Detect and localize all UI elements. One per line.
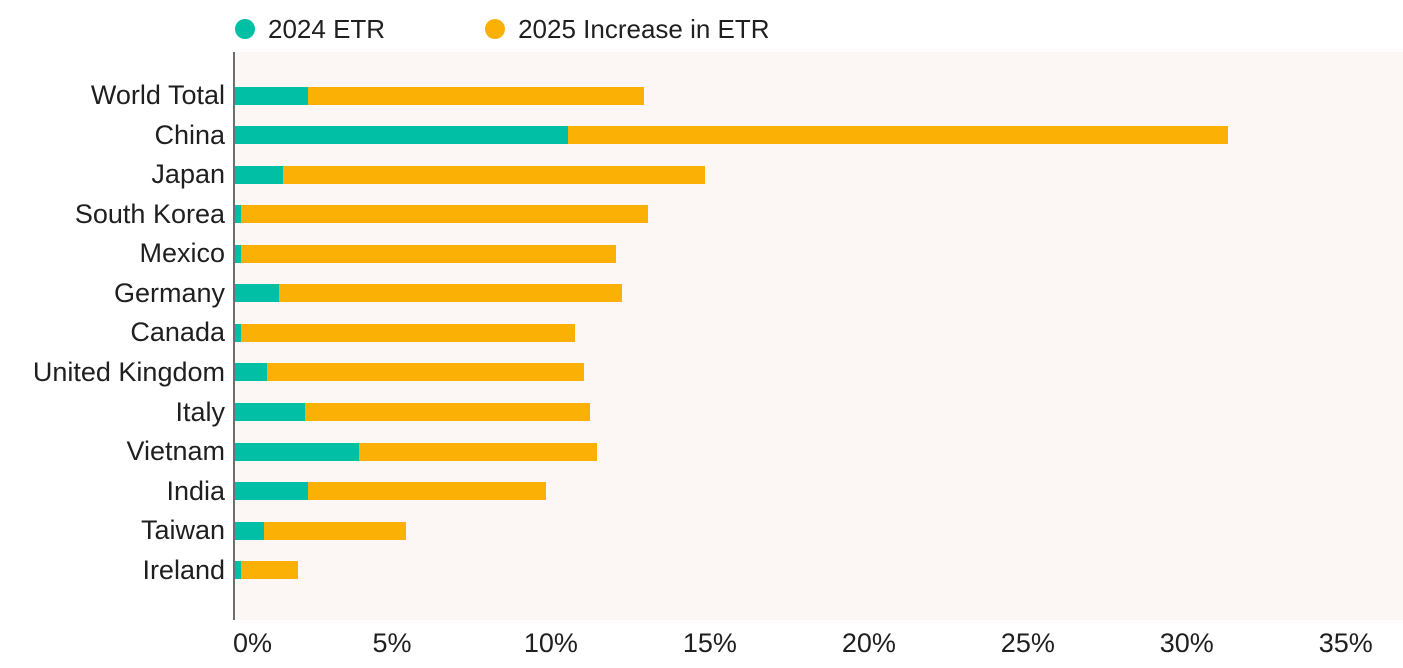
category-label-south-korea: South Korea — [74, 198, 225, 229]
bar-segment-2025-increase-in-etr-canada — [241, 323, 575, 342]
bar-row-germany — [235, 274, 1403, 314]
stacked-bar-south-korea — [235, 205, 1403, 224]
bar-segment-2024-etr-taiwan — [235, 521, 264, 540]
category-label-italy: Italy — [175, 396, 225, 427]
bar-segment-2025-increase-in-etr-germany — [279, 284, 623, 303]
legend-label-2024-etr: 2024 ETR — [268, 13, 386, 44]
category-label-germany: Germany — [113, 277, 225, 308]
bar-segment-2024-etr-ireland — [235, 561, 242, 580]
legend-item-2025-increase: 2025 Increase in ETR — [485, 13, 770, 45]
category-label-ireland: Ireland — [142, 554, 225, 585]
bar-segment-2025-increase-in-etr-italy — [304, 403, 591, 422]
chart-legend: 2024 ETR 2025 Increase in ETR — [235, 12, 770, 46]
bar-segment-2024-etr-china — [235, 126, 569, 145]
bar-segment-2024-etr-south-korea — [235, 205, 242, 224]
x-tick-label-5: 5% — [372, 628, 412, 658]
x-tick-label-25: 25% — [1000, 628, 1055, 658]
bar-segment-2025-increase-in-etr-vietnam — [358, 442, 597, 461]
bar-segment-2025-increase-in-etr-ireland — [241, 561, 299, 580]
bar-row-italy — [235, 392, 1403, 432]
bar-segment-2024-etr-india — [235, 482, 308, 501]
bar-row-south-korea — [235, 195, 1403, 235]
x-tick-label-10: 10% — [523, 628, 578, 658]
stacked-bar-germany — [235, 284, 1403, 303]
bar-segment-2025-increase-in-etr-world-total — [308, 86, 645, 105]
x-tick-label-20: 20% — [841, 628, 896, 658]
bar-row-taiwan — [235, 511, 1403, 551]
bar-segment-2024-etr-germany — [235, 284, 280, 303]
bar-segment-2024-etr-japan — [235, 165, 283, 184]
category-label-world-total: World Total — [90, 80, 225, 111]
bar-row-mexico — [235, 234, 1403, 274]
x-tick-label-35: 35% — [1318, 628, 1373, 658]
bar-segment-2025-increase-in-etr-china — [568, 126, 1229, 145]
stacked-bar-mexico — [235, 244, 1403, 263]
stacked-bar-china — [235, 126, 1403, 145]
stacked-bar-world-total — [235, 86, 1403, 105]
x-tick-label-30: 30% — [1159, 628, 1214, 658]
bar-segment-2025-increase-in-etr-south-korea — [241, 205, 648, 224]
stacked-bar-vietnam — [235, 442, 1403, 461]
legend-label-2025-increase: 2025 Increase in ETR — [518, 13, 770, 44]
bar-row-united-kingdom — [235, 353, 1403, 393]
legend-item-2024-etr: 2024 ETR — [235, 14, 385, 45]
stacked-bar-ireland — [235, 561, 1403, 580]
bar-segment-2024-etr-mexico — [235, 244, 242, 263]
bar-segment-2024-etr-canada — [235, 323, 242, 342]
stacked-bar-taiwan — [235, 521, 1403, 540]
bar-segment-2025-increase-in-etr-taiwan — [263, 521, 407, 540]
bar-row-india — [235, 471, 1403, 511]
category-label-united-kingdom: United Kingdom — [32, 356, 225, 387]
category-label-vietnam: Vietnam — [126, 436, 225, 467]
bar-row-ireland — [235, 550, 1403, 590]
stacked-bar-canada — [235, 323, 1403, 342]
plot-area — [233, 52, 1403, 620]
bar-segment-2025-increase-in-etr-mexico — [241, 244, 616, 263]
bar-segment-2024-etr-world-total — [235, 86, 308, 105]
category-label-mexico: Mexico — [139, 238, 225, 269]
category-label-india: India — [166, 475, 225, 506]
bar-row-canada — [235, 313, 1403, 353]
orange-dot-icon — [485, 19, 506, 39]
bar-segment-2025-increase-in-etr-united-kingdom — [266, 363, 585, 382]
bar-row-world-total — [235, 76, 1403, 116]
bar-segment-2024-etr-italy — [235, 403, 305, 422]
bar-segment-2025-increase-in-etr-japan — [282, 165, 705, 184]
y-axis-category-labels: World Total China Japan South Korea Mexico Ge… — [0, 76, 225, 590]
bars-container — [235, 76, 1403, 590]
teal-dot-icon — [235, 19, 255, 39]
x-axis-tick-labels: 0% 5% 10% 15% 20% 25% 30% 35% — [233, 620, 1403, 668]
bar-segment-2024-etr-vietnam — [235, 442, 359, 461]
bar-row-china — [235, 116, 1403, 156]
bar-segment-2025-increase-in-etr-india — [308, 482, 547, 501]
bar-segment-2024-etr-united-kingdom — [235, 363, 267, 382]
category-label-china: China — [154, 119, 225, 150]
bar-row-japan — [235, 155, 1403, 195]
stacked-bar-united-kingdom — [235, 363, 1403, 382]
category-label-japan: Japan — [151, 159, 225, 190]
stacked-bar-italy — [235, 403, 1403, 422]
stacked-bar-india — [235, 482, 1403, 501]
x-tick-label-0: 0% — [233, 628, 273, 658]
category-label-canada: Canada — [130, 317, 225, 348]
category-label-taiwan: Taiwan — [140, 515, 225, 546]
x-tick-label-15: 15% — [682, 628, 737, 658]
stacked-bar-japan — [235, 165, 1403, 184]
bar-row-vietnam — [235, 432, 1403, 472]
